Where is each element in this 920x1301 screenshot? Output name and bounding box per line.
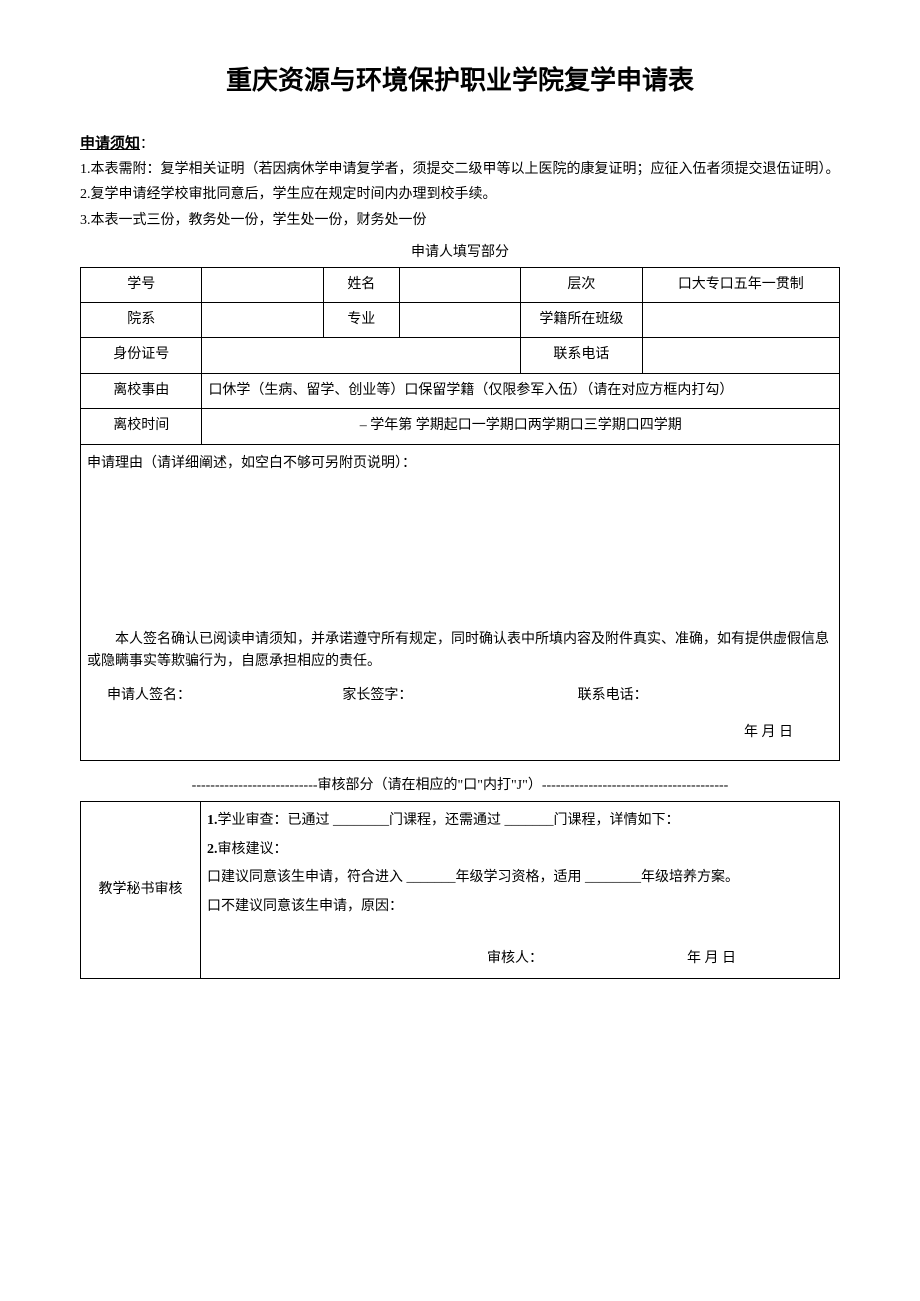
field-student-id[interactable] xyxy=(202,267,323,302)
field-class[interactable] xyxy=(642,302,839,337)
table-row: 离校事由 口休学（生病、留学、创业等）口保留学籍（仅限参军入伍）（请在对应方框内… xyxy=(81,373,840,408)
reviewer-row: 审核人： 年 月 日 xyxy=(207,948,833,970)
parent-signature[interactable]: 家长签字： xyxy=(342,685,577,707)
section-applicant-caption: 申请人填写部分 xyxy=(80,242,840,264)
field-leave-reason[interactable]: 口休学（生病、留学、创业等）口保留学籍（仅限参军入伍）（请在对应方框内打勾） xyxy=(202,373,840,408)
academic-check-line: 1.学业审查：已通过 ________门课程，还需通过 _______门课程，详… xyxy=(207,810,833,832)
field-idcard[interactable] xyxy=(202,338,521,373)
review-content[interactable]: 1.学业审查：已通过 ________门课程，还需通过 _______门课程，详… xyxy=(201,802,840,979)
label-idcard: 身份证号 xyxy=(81,338,202,373)
label-leave-reason: 离校事由 xyxy=(81,373,202,408)
table-row: 离校时间 – 学年第 学期起口一学期口两学期口三学期口四学期 xyxy=(81,409,840,444)
table-row: 院系 专业 学籍所在班级 xyxy=(81,302,840,337)
field-major[interactable] xyxy=(399,302,520,337)
notice-item-3: 3.本表一式三份，教务处一份，学生处一份，财务处一份 xyxy=(80,210,840,232)
signature-date[interactable]: 年 月 日 xyxy=(87,712,833,752)
contact-phone[interactable]: 联系电话： xyxy=(578,685,813,707)
table-row: 学号 姓名 层次 口大专口五年一贯制 xyxy=(81,267,840,302)
applicant-signature[interactable]: 申请人签名： xyxy=(107,685,342,707)
table-row: 身份证号 联系电话 xyxy=(81,338,840,373)
field-phone[interactable] xyxy=(642,338,839,373)
label-level: 层次 xyxy=(521,267,642,302)
label-name: 姓名 xyxy=(323,267,399,302)
label-major: 专业 xyxy=(323,302,399,337)
reason-label: 申请理由（请详细阐述，如空白不够可另附页说明）： xyxy=(87,453,833,623)
label-class: 学籍所在班级 xyxy=(521,302,642,337)
label-dept: 院系 xyxy=(81,302,202,337)
label-leave-time: 离校时间 xyxy=(81,409,202,444)
notice-header: 申请须知 xyxy=(80,136,140,152)
confirm-statement: 本人签名确认已阅读申请须知，并承诺遵守所有规定，同时确认表中所填内容及附件真实、… xyxy=(87,629,833,674)
review-section-divider: ---------------------------审核部分（请在相应的"口"… xyxy=(80,775,840,797)
field-leave-time[interactable]: – 学年第 学期起口一学期口两学期口三学期口四学期 xyxy=(202,409,840,444)
field-level[interactable]: 口大专口五年一贯制 xyxy=(642,267,839,302)
review-date[interactable]: 年 月 日 xyxy=(687,948,736,970)
review-label: 教学秘书审核 xyxy=(81,802,201,979)
field-name[interactable] xyxy=(399,267,520,302)
review-table: 教学秘书审核 1.学业审查：已通过 ________门课程，还需通过 _____… xyxy=(80,801,840,979)
table-row: 教学秘书审核 1.学业审查：已通过 ________门课程，还需通过 _____… xyxy=(81,802,840,979)
reviewer-signature[interactable]: 审核人： xyxy=(487,948,687,970)
agree-option[interactable]: 口建议同意该生申请，符合进入 _______年级学习资格，适用 ________… xyxy=(207,867,833,889)
label-phone: 联系电话 xyxy=(521,338,642,373)
applicant-form-table: 学号 姓名 层次 口大专口五年一贯制 院系 专业 学籍所在班级 身份证号 联系电… xyxy=(80,267,840,445)
notice-block: 申请须知： 1.本表需附：复学相关证明（若因病休学申请复学者，须提交二级甲等以上… xyxy=(80,132,840,233)
label-student-id: 学号 xyxy=(81,267,202,302)
disagree-option[interactable]: 口不建议同意该生申请，原因： xyxy=(207,896,833,918)
notice-colon: ： xyxy=(140,137,154,152)
page-title: 重庆资源与环境保护职业学院复学申请表 xyxy=(80,60,840,102)
field-dept[interactable] xyxy=(202,302,323,337)
application-reason-box: 申请理由（请详细阐述，如空白不够可另附页说明）： 本人签名确认已阅读申请须知，并… xyxy=(80,445,840,762)
signature-row: 申请人签名： 家长签字： 联系电话： xyxy=(87,685,833,711)
notice-item-1: 1.本表需附：复学相关证明（若因病休学申请复学者，须提交二级甲等以上医院的康复证… xyxy=(80,159,840,181)
suggestion-header: 2.审核建议： xyxy=(207,839,833,861)
notice-item-2: 2.复学申请经学校审批同意后，学生应在规定时间内办理到校手续。 xyxy=(80,184,840,206)
